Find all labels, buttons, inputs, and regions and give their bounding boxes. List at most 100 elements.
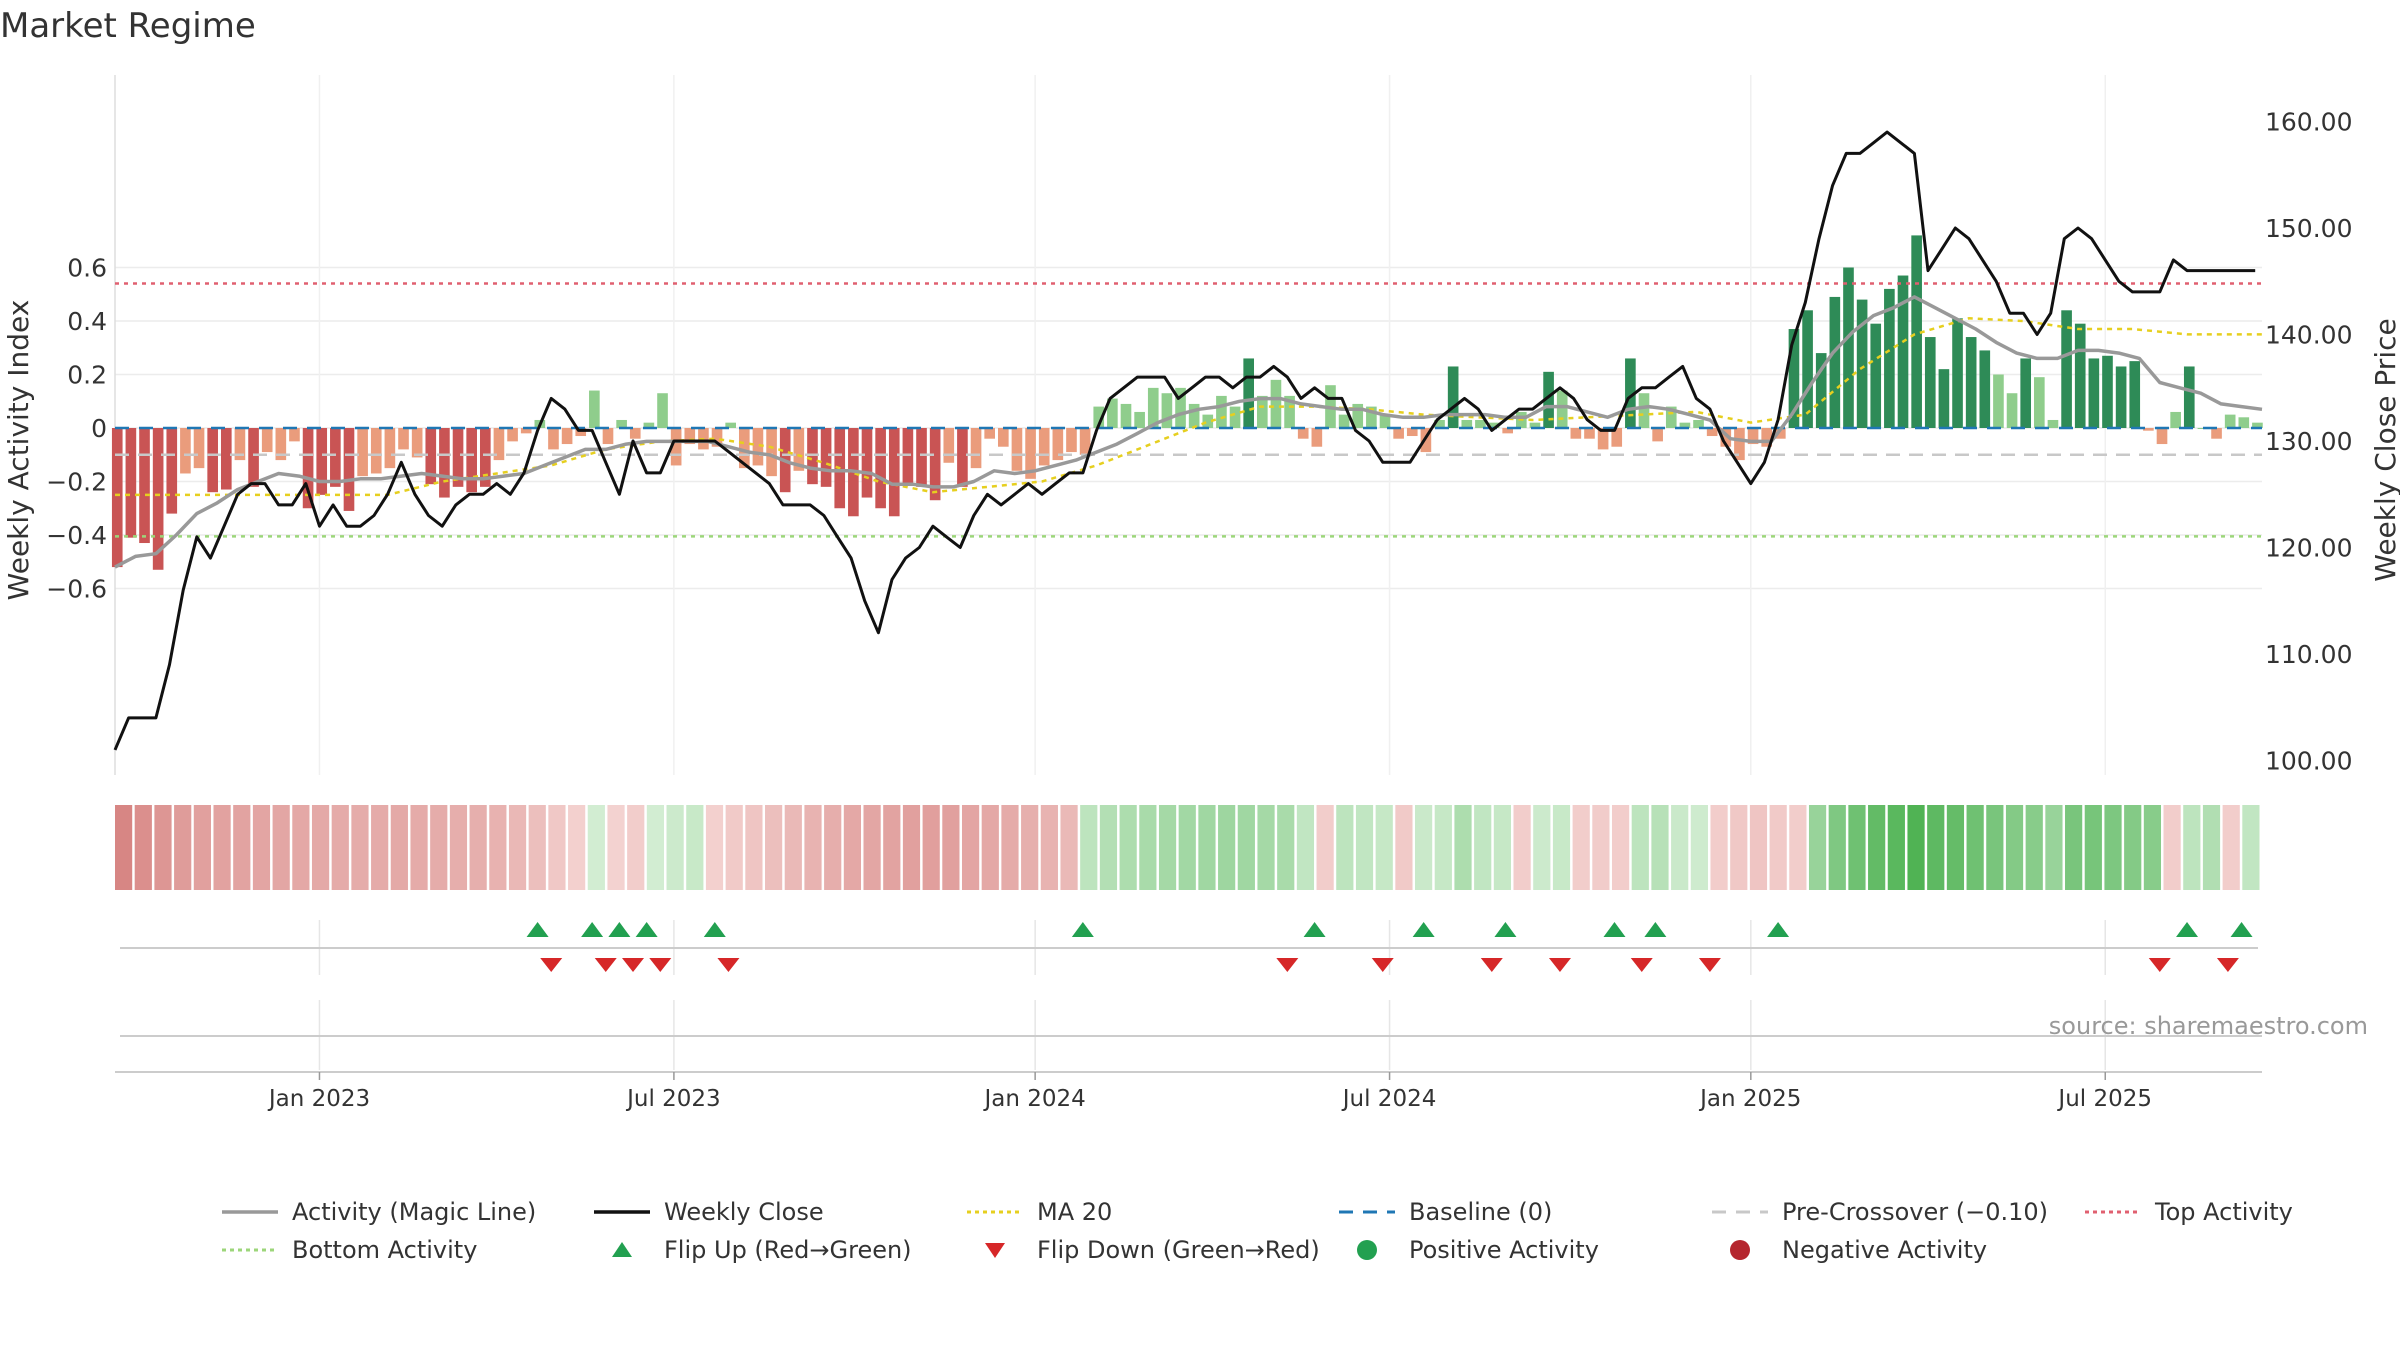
legend-symbol <box>1337 1200 1397 1224</box>
activity-bar <box>357 428 368 477</box>
regime-cell <box>213 805 231 890</box>
regime-cell <box>2084 805 2102 890</box>
regime-cell <box>1040 805 1058 890</box>
activity-bar <box>1093 406 1105 428</box>
activity-bar <box>1488 422 1500 428</box>
regime-cell <box>311 805 330 890</box>
activity-bar <box>439 428 450 498</box>
flip-down-marker <box>1548 958 1571 972</box>
regime-cell <box>1710 805 1728 890</box>
regime-cell <box>1355 805 1374 890</box>
regime-cell <box>1080 805 1098 890</box>
regime-cell <box>2163 805 2181 890</box>
activity-bar <box>957 428 968 487</box>
activity-bar <box>1761 428 1773 447</box>
y-tick-right: 100.00 <box>2265 747 2352 776</box>
activity-bar <box>1638 393 1650 428</box>
activity-bar <box>643 422 655 428</box>
activity-bar <box>616 419 627 428</box>
activity-bar <box>180 428 191 474</box>
regime-cell <box>1808 805 1827 890</box>
flip-down-marker <box>717 958 740 972</box>
flip-up-marker <box>1603 922 1626 937</box>
flip-down-marker <box>1276 958 1299 972</box>
regime-cell <box>666 805 684 890</box>
activity-bar <box>657 393 668 428</box>
activity-bar <box>1911 235 1922 428</box>
activity-bar <box>507 428 518 442</box>
activity-bar <box>575 428 587 437</box>
activity-bar <box>1393 428 1404 439</box>
legend-label: Flip Up (Red→Green) <box>664 1236 912 1264</box>
regime-cell <box>2104 805 2122 890</box>
regime-cell <box>568 805 586 890</box>
regime-cell <box>1611 805 1630 890</box>
activity-bar <box>1693 419 1704 428</box>
flip-down-marker <box>594 958 617 972</box>
activity-bar <box>1502 428 1514 434</box>
legend-label: Top Activity <box>2155 1198 2293 1226</box>
regime-cell <box>745 805 763 890</box>
activity-bar <box>875 428 886 509</box>
regime-cell <box>1178 805 1196 890</box>
regime-cell <box>1848 805 1866 890</box>
activity-bar <box>1052 428 1064 461</box>
activity-bar <box>1665 406 1677 428</box>
activity-bar <box>166 428 178 514</box>
activity-bar <box>1788 329 1800 428</box>
regime-cell <box>1651 805 1669 890</box>
legend-label: Pre-Crossover (−0.10) <box>1782 1198 2049 1226</box>
regime-cell <box>449 805 468 890</box>
regime-cell <box>292 805 310 890</box>
y-tick-left: −0.6 <box>46 575 107 604</box>
activity-bar <box>1188 403 1200 428</box>
legend-item: Baseline (0) <box>1337 1198 1552 1226</box>
regime-cell <box>1434 805 1452 890</box>
regime-cell <box>981 805 999 890</box>
x-tick-label: Jul 2025 <box>2056 1086 2152 1112</box>
y-tick-right: 150.00 <box>2265 214 2352 243</box>
regime-cell <box>134 805 152 890</box>
regime-cell <box>686 805 704 890</box>
flip-up-marker <box>703 922 726 937</box>
regime-cell <box>1946 805 1965 890</box>
activity-bar <box>1870 323 1882 428</box>
regime-cell <box>1158 805 1177 890</box>
activity-bar <box>1952 318 1963 428</box>
regime-cell <box>765 805 783 890</box>
activity-bar <box>1066 428 1077 453</box>
regime-cell <box>1671 805 1689 890</box>
regime-cell <box>1927 805 1945 890</box>
regime-cell <box>1060 805 1078 890</box>
activity-bar <box>2224 414 2236 428</box>
activity-bar <box>1475 419 1486 428</box>
regime-cell <box>489 805 507 890</box>
activity-bar <box>684 428 696 445</box>
activity-bar <box>2211 428 2222 439</box>
y-tick-right: 140.00 <box>2265 321 2352 350</box>
flip-down-marker <box>1480 958 1503 972</box>
legend-item: MA 20 <box>965 1198 1112 1226</box>
regime-cell <box>2242 805 2260 890</box>
activity-bar <box>807 428 818 485</box>
regime-cell <box>1119 805 1137 890</box>
activity-bar <box>220 428 232 490</box>
legend-item: Flip Down (Green→Red) <box>965 1236 1320 1264</box>
activity-bar <box>766 428 777 477</box>
y-tick-right: 120.00 <box>2265 534 2352 563</box>
legend-label: Positive Activity <box>1409 1236 1599 1264</box>
activity-bar <box>330 428 341 487</box>
y-tick-left: 0 <box>91 414 107 443</box>
activity-bar <box>261 428 273 453</box>
activity-bar <box>466 428 477 493</box>
regime-cell <box>942 805 960 890</box>
activity-bar <box>1038 428 1050 466</box>
activity-bar <box>1529 422 1541 428</box>
activity-bar <box>316 428 328 495</box>
activity-bar <box>1652 428 1663 442</box>
flip-down-marker <box>2148 958 2171 972</box>
regime-cell <box>784 805 802 890</box>
y-tick-left: −0.4 <box>46 521 107 550</box>
regime-cell <box>1690 805 1708 890</box>
regime-cell <box>174 805 192 890</box>
